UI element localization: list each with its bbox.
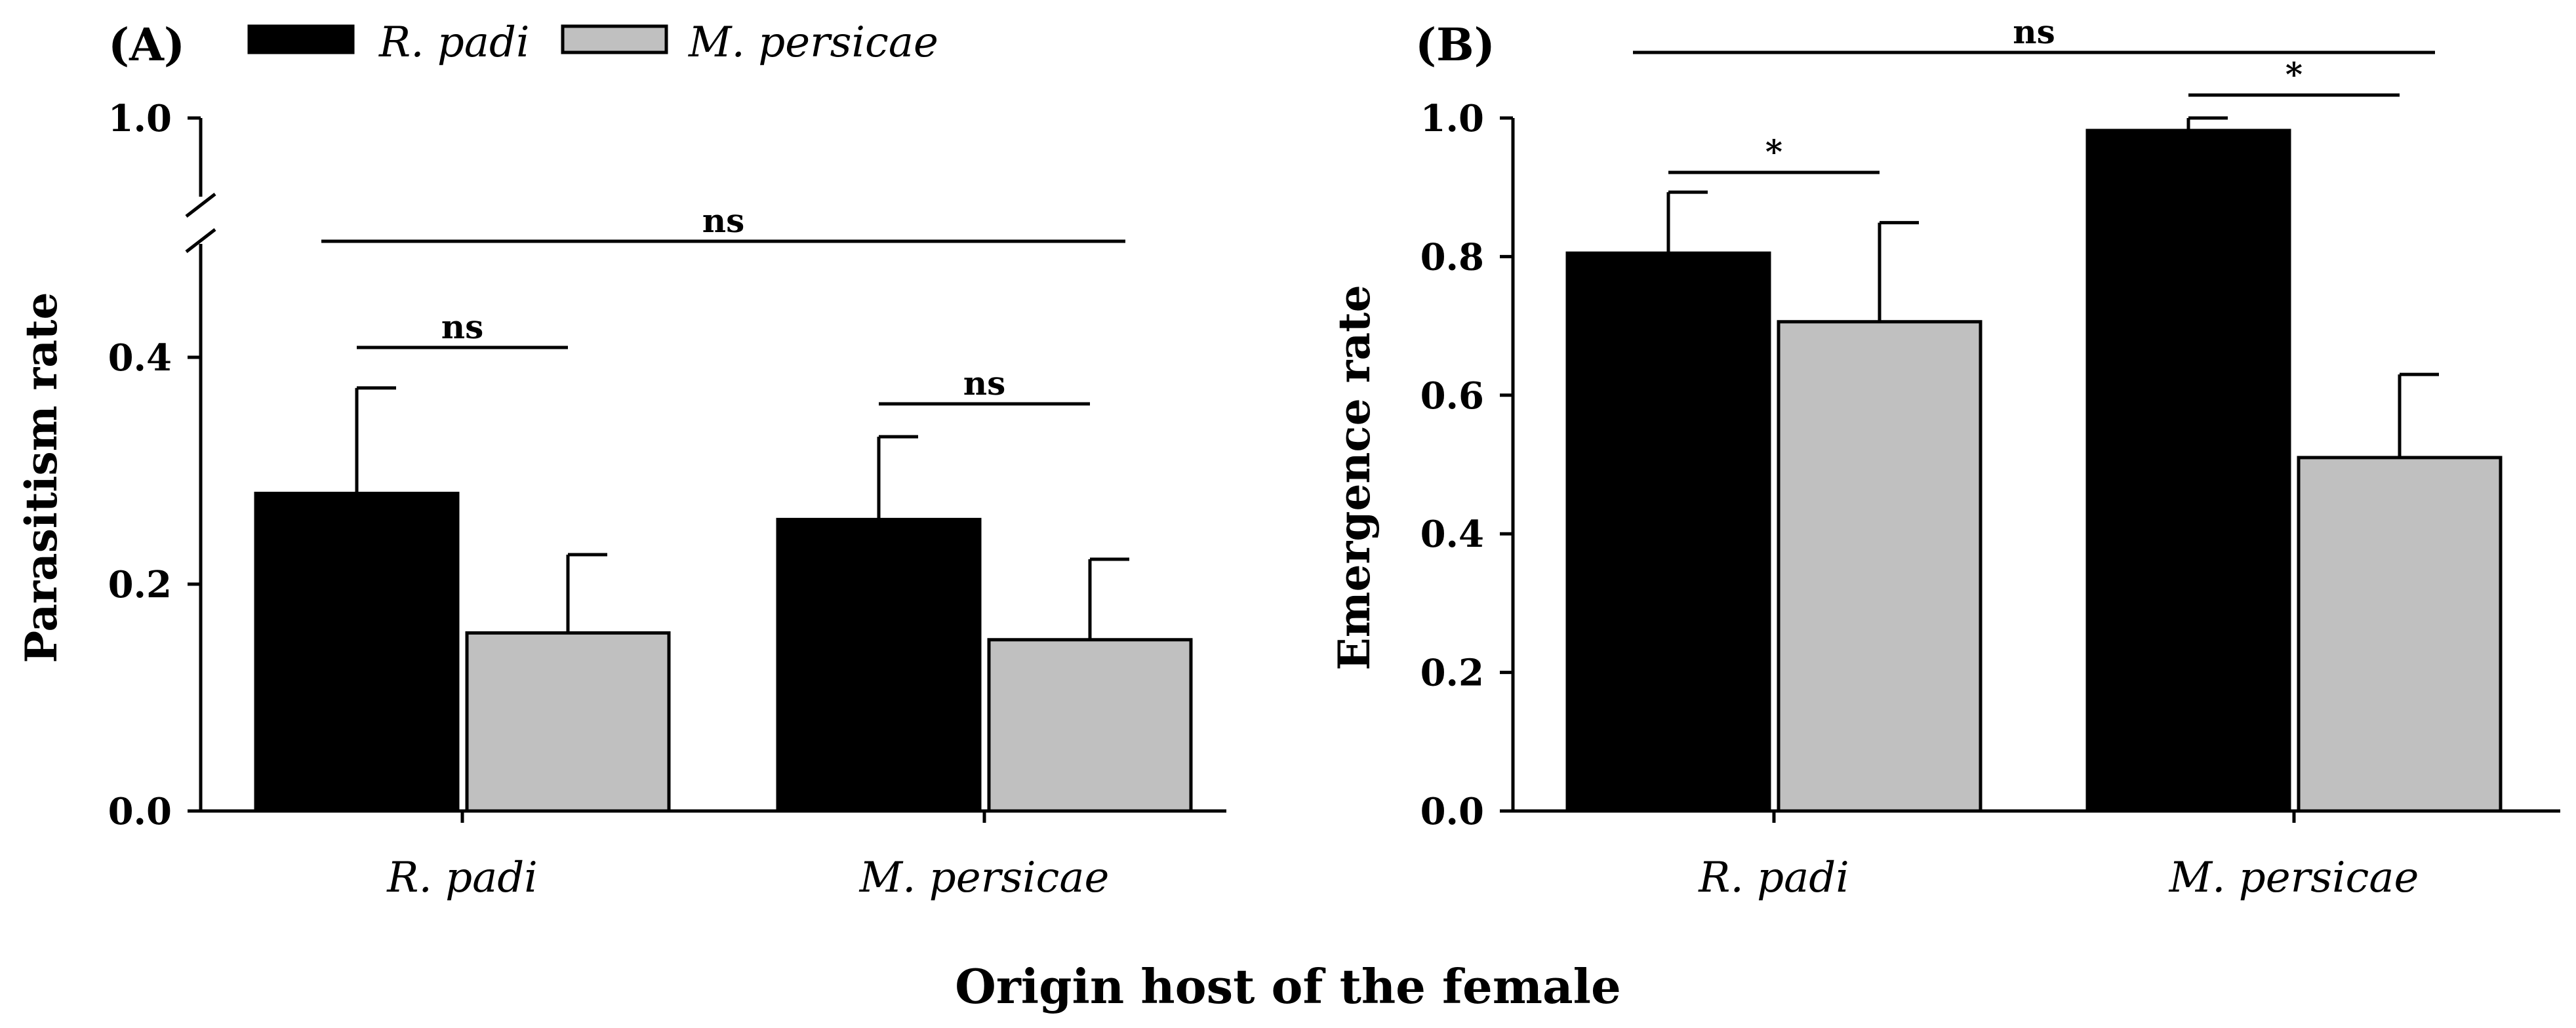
bar-r-padi-r-padi (1565, 251, 1771, 813)
bar-r-padi-m-persicae (465, 631, 671, 813)
category-label-m-persicae: M. persicae (2169, 854, 2419, 902)
y-tick-label: 0.4 (108, 336, 172, 380)
y-tick-label: 0.2 (1420, 652, 1484, 695)
bar-m-persicae-m-persicae (2297, 456, 2503, 813)
legend-label-r-padi: R. padi (378, 18, 529, 67)
y-tick-label: 1.0 (108, 97, 172, 140)
y-tick-label: 0.4 (1420, 513, 1484, 556)
significance-r-padi-label: * (1765, 132, 1782, 171)
significance-between-label: ns (2013, 12, 2055, 51)
category-label-m-persicae: M. persicae (859, 854, 1110, 902)
panel-label-a: (A) (108, 19, 185, 71)
x-axis-title: Origin host of the female (955, 959, 1621, 1014)
bar-m-persicae-m-persicae (987, 638, 1193, 813)
bar-r-padi-m-persicae (1777, 320, 1982, 813)
bar-r-padi-r-padi (254, 492, 460, 813)
y-axis-title: Parasitism rate (16, 292, 67, 663)
bar-m-persicae-r-padi (776, 517, 982, 813)
legend-label-m-persicae: M. persicae (688, 18, 938, 67)
y-tick-label: 0.6 (1420, 374, 1484, 418)
axis-break-mark (185, 193, 216, 218)
y-tick-label: 0.2 (108, 563, 172, 606)
legend-swatch-r-padi (247, 24, 355, 54)
y-tick-label: 0.8 (1420, 235, 1484, 279)
axis-break-mark (185, 228, 216, 253)
y-tick-label: 0.0 (108, 790, 172, 833)
legend: R. padi M. persicae (247, 18, 938, 67)
category-label-r-padi: R. padi (1698, 854, 1849, 902)
significance-m-persicae-label: ns (963, 364, 1006, 403)
panel-label-b: (B) (1415, 19, 1495, 71)
y-tick-label: 0.0 (1420, 790, 1484, 833)
significance-m-persicae-label: * (2285, 55, 2303, 94)
significance-between-label: ns (702, 201, 745, 240)
panel-a: (A) Parasitism rate 0.0 0.2 0.4 1.0 R. padi M. … (16, 19, 1226, 902)
y-axis-title: Emergence rate (1329, 285, 1380, 670)
category-label-r-padi: R. padi (386, 854, 537, 902)
significance-r-padi-label: ns (441, 307, 484, 346)
legend-swatch-m-persicae (561, 24, 668, 54)
y-tick-label: 1.0 (1420, 97, 1484, 140)
bar-m-persicae-r-padi (2085, 128, 2291, 813)
panel-b: (B) Emergence rate 0.0 0.2 0.4 0.6 0.8 1.0 R. pa… (1329, 12, 2560, 902)
